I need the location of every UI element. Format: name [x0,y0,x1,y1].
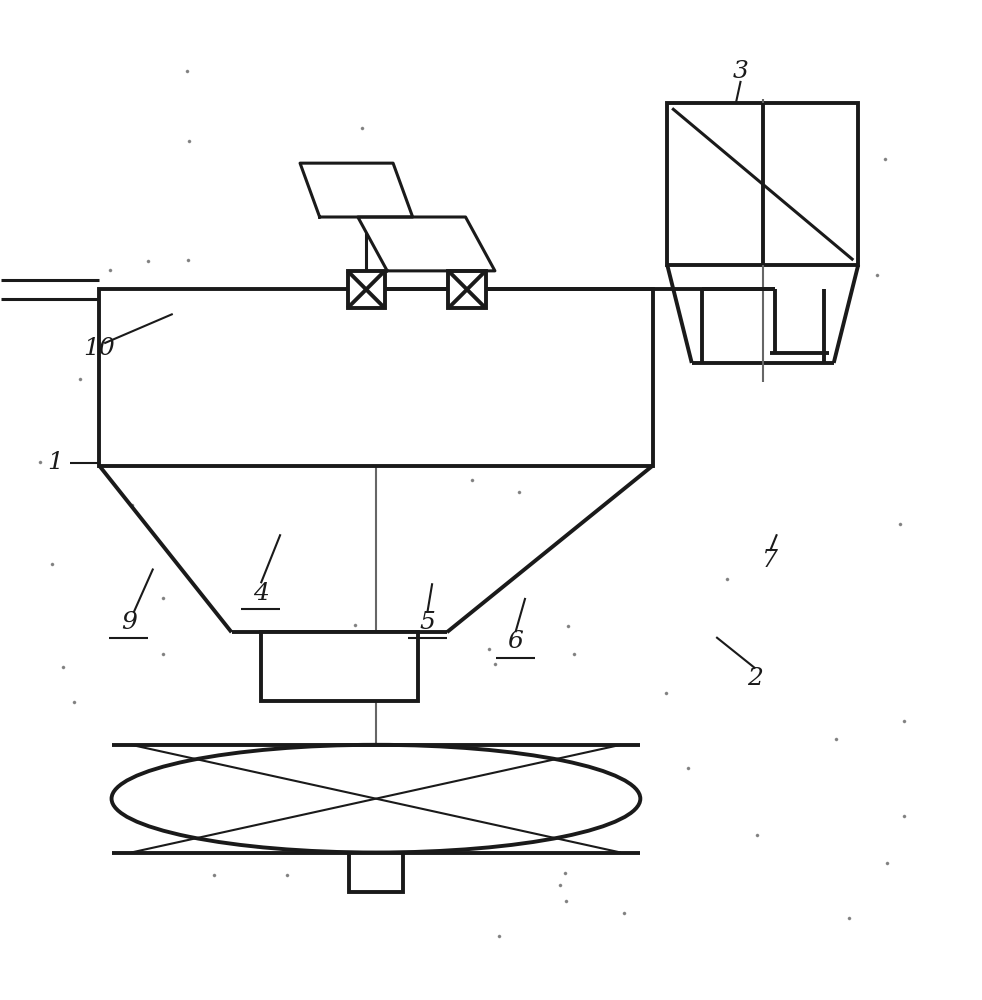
Point [355,120,370,136]
Point [828,731,844,747]
Point [155,590,171,606]
Point [877,151,893,167]
Point [567,646,582,662]
Text: 7: 7 [762,549,778,572]
Point [897,713,912,729]
Point [771,226,787,242]
Point [636,438,652,454]
Point [168,290,184,306]
Point [297,372,312,388]
Point [879,855,895,871]
Point [869,267,885,283]
Point [559,893,574,909]
Point [842,910,857,926]
Point [182,133,197,149]
Bar [99,289,653,466]
Point [140,253,156,269]
Point [719,571,735,587]
Bar [261,632,417,701]
Point [347,617,362,633]
Point [44,556,60,572]
Point [487,656,503,672]
Point [155,646,171,662]
Point [407,214,422,230]
Point [73,371,88,387]
Point [66,694,82,710]
Point [31,454,47,470]
Text: 3: 3 [733,60,748,83]
Point [179,63,194,79]
Point [180,252,195,268]
Point [749,827,765,843]
Bar [449,271,486,308]
Bar [667,103,858,265]
Point [802,202,818,218]
Point [558,865,573,881]
Text: 1: 1 [47,451,63,474]
Point [248,838,264,854]
Text: 2: 2 [747,667,763,690]
Point [278,310,294,326]
Point [464,472,480,488]
Text: 4: 4 [253,582,269,605]
Point [893,516,908,532]
Text: 9: 9 [121,611,136,634]
Point [617,905,632,921]
Point [658,685,674,701]
Point [206,867,222,883]
Point [897,808,912,824]
Text: 10: 10 [83,337,115,360]
Text: 5: 5 [419,611,435,634]
Point [553,877,569,893]
Text: 6: 6 [508,630,523,653]
Bar [349,853,403,892]
Ellipse shape [112,745,640,853]
Point [680,760,695,776]
Point [561,618,576,634]
Point [125,497,140,513]
Bar [348,271,385,308]
Point [195,383,211,399]
Point [571,290,586,306]
Point [729,172,744,188]
Point [291,304,306,320]
Point [511,484,526,500]
Point [428,831,444,847]
Polygon shape [357,217,495,271]
Point [279,867,295,883]
Point [291,758,306,774]
Point [491,928,507,944]
Point [414,253,430,269]
Point [102,262,118,278]
Polygon shape [300,163,412,217]
Point [481,641,497,657]
Point [55,659,71,675]
